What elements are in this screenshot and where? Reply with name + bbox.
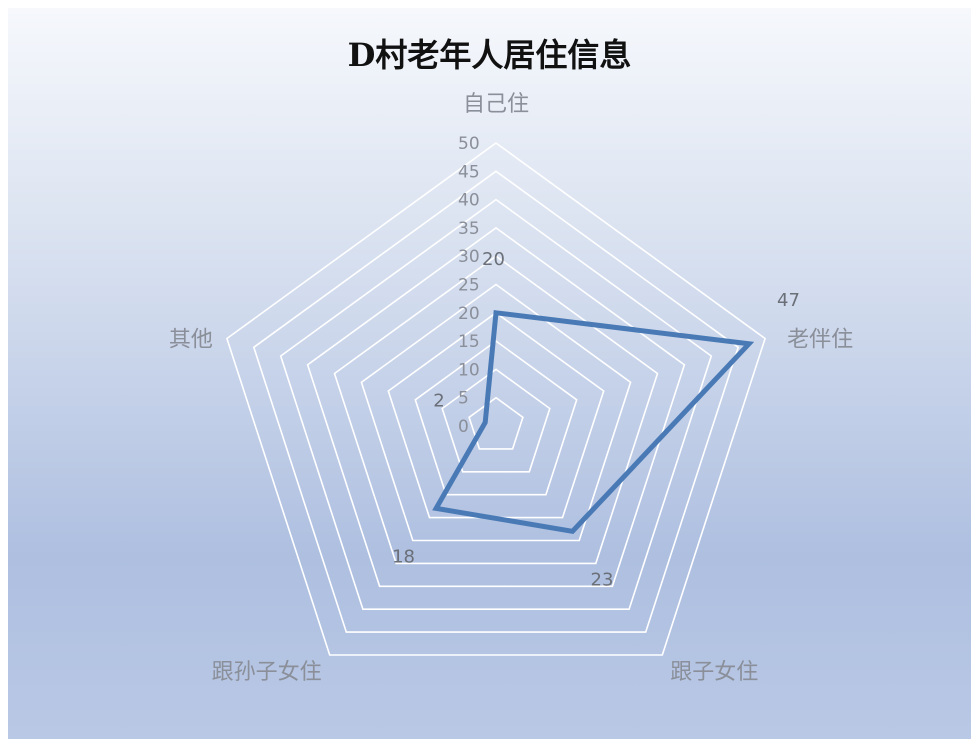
data-label: 18 — [392, 546, 415, 567]
data-label: 47 — [777, 290, 800, 311]
series-line — [432, 310, 755, 534]
radial-tick-label: 5 — [458, 389, 469, 409]
category-label: 跟孙子女住 — [212, 660, 322, 685]
radial-tick-label: 25 — [458, 276, 480, 296]
grid-ring — [279, 198, 713, 611]
radial-tick-label: 40 — [458, 191, 480, 211]
data-label: 20 — [482, 249, 505, 270]
category-label: 跟子女住 — [670, 660, 758, 685]
category-label: 其他 — [169, 328, 213, 353]
series-layer — [432, 310, 755, 534]
grid-ring — [360, 283, 632, 542]
radial-tick-label: 15 — [458, 332, 480, 352]
grid-ring — [414, 340, 578, 496]
radial-tick-label: 0 — [458, 417, 469, 437]
data-label: 2 — [433, 391, 444, 412]
grid-ring — [441, 368, 551, 473]
radial-tick-label: 45 — [458, 162, 480, 182]
radial-tick-labels: 0 5 10 15 20 25 30 35 40 45 50 — [458, 134, 480, 437]
radial-tick-label: 50 — [458, 134, 480, 154]
grid-ring — [306, 226, 686, 588]
grid-ring — [252, 170, 740, 633]
grid-ring — [468, 396, 524, 450]
data-labels: 20 47 23 18 2 — [392, 249, 800, 591]
grid-ring — [333, 255, 659, 565]
grid-ring — [225, 142, 767, 656]
radial-tick-label: 35 — [458, 219, 480, 239]
category-label: 自己住 — [463, 92, 529, 117]
radial-tick-label: 10 — [458, 360, 480, 380]
data-label: 23 — [591, 569, 614, 590]
radar-grid — [225, 142, 767, 656]
radial-tick-label: 20 — [458, 304, 480, 324]
chart-title: D村老年人居住信息 — [347, 36, 632, 74]
category-label: 老伴住 — [787, 328, 853, 353]
radial-tick-label: 30 — [458, 247, 480, 267]
